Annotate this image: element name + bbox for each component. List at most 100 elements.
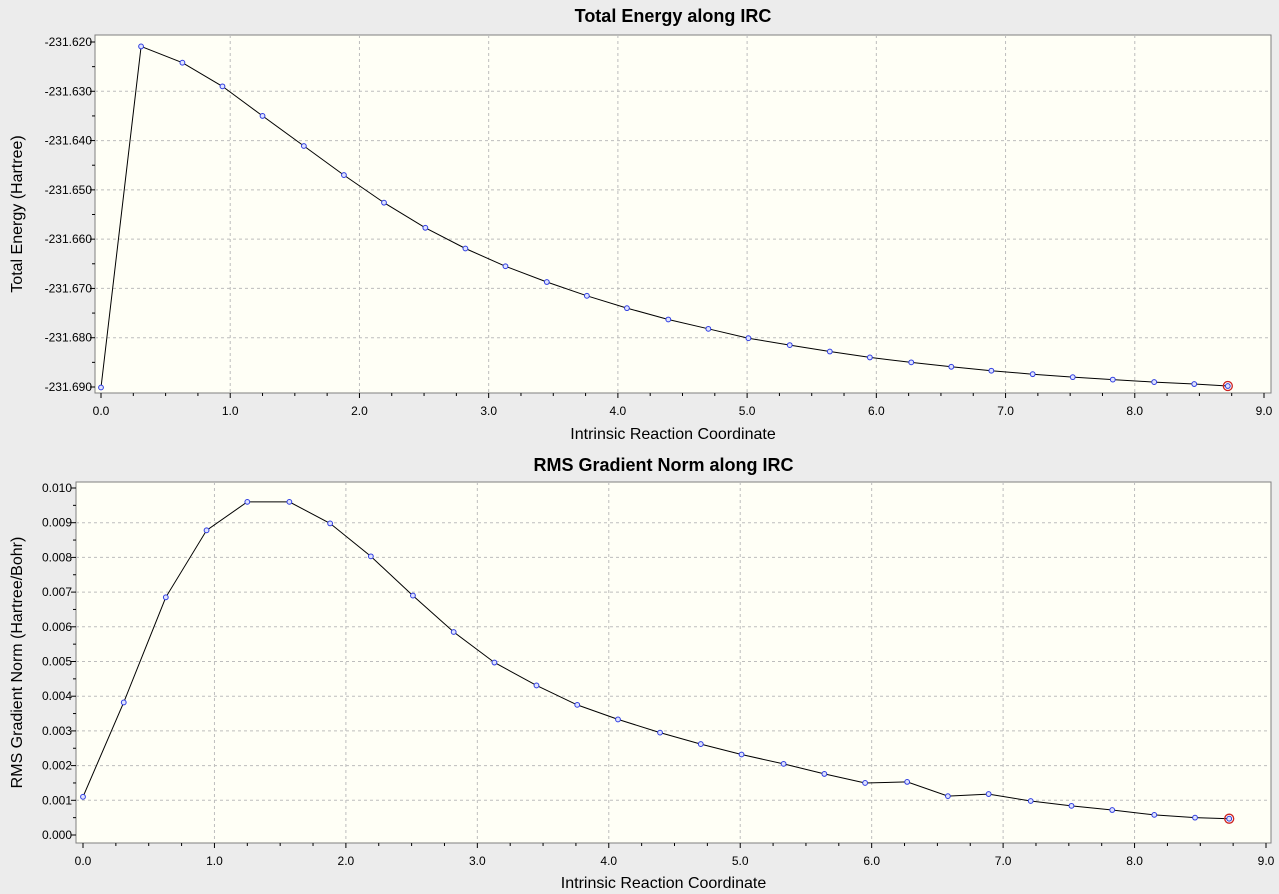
rms-gradient-chart: 0.0 1.0 2.0 3.0 4.0 5.0 6.0 7.0 8.0 9.0 0.010 0.009… — [9, 455, 1275, 892]
y-tick-label: 0.006 — [42, 620, 72, 634]
data-point — [985, 791, 992, 797]
data-point — [945, 793, 951, 800]
data-point — [738, 751, 745, 758]
y-tick-label: -231.630 — [45, 84, 93, 98]
data-point — [341, 172, 347, 178]
y-tick-label: 0.003 — [42, 724, 72, 738]
data-point — [410, 592, 416, 599]
data-point — [381, 199, 387, 206]
data-point — [327, 520, 334, 527]
data-point — [821, 771, 828, 777]
y-tick-label: -231.670 — [45, 281, 93, 295]
y-tick-label: 0.010 — [42, 481, 72, 495]
data-point — [244, 498, 251, 505]
data-point — [138, 43, 144, 50]
data-point — [98, 384, 104, 391]
total-energy-chart: 0.0 1.0 2.0 3.0 4.0 5.0 6.0 7.0 8.0 9.0 -231.620 -2… — [9, 6, 1273, 443]
data-point — [988, 367, 995, 374]
x-axis-title: Intrinsic Reaction Coordinate — [570, 426, 776, 443]
data-point — [780, 760, 787, 767]
x-tick-label: 3.0 — [480, 404, 497, 418]
final-point-highlight — [1222, 380, 1233, 392]
data-point — [1027, 798, 1034, 804]
x-tick-label: 6.0 — [868, 404, 885, 418]
data-point — [697, 741, 704, 747]
y-axis-title: RMS Gradient Norm (Hartree/Bohr) — [9, 537, 26, 789]
y-tick-label: -231.680 — [45, 331, 93, 345]
data-point — [1151, 811, 1158, 818]
data-point — [286, 498, 293, 505]
final-point-highlight — [1224, 813, 1235, 824]
data-point — [904, 779, 911, 785]
data-point — [1192, 814, 1198, 821]
x-tick-label: 2.0 — [351, 404, 368, 418]
data-point — [705, 325, 712, 332]
plot-area — [75, 481, 1272, 844]
data-point — [1069, 374, 1076, 381]
data-point — [491, 659, 498, 666]
data-point — [179, 59, 186, 66]
y-tick-label: -231.640 — [45, 134, 93, 148]
data-point — [1191, 381, 1198, 387]
x-tick-label: 0.0 — [93, 404, 110, 418]
x-tick-label: 7.0 — [995, 854, 1012, 868]
x-tick-label: 6.0 — [863, 854, 880, 868]
y-tick-label: 0.004 — [42, 689, 72, 703]
y-tick-label: -231.650 — [45, 183, 93, 197]
data-point — [862, 780, 868, 786]
y-tick-label: 0.000 — [42, 828, 72, 842]
data-point — [162, 594, 169, 601]
y-tick-label: 0.002 — [42, 759, 72, 773]
data-point — [574, 701, 581, 708]
x-tick-label: 4.0 — [600, 854, 617, 868]
x-tick-label: 3.0 — [469, 854, 486, 868]
x-tick-label: 8.0 — [1126, 854, 1143, 868]
data-point — [462, 245, 469, 252]
data-point — [1226, 815, 1233, 822]
data-point — [1151, 379, 1158, 385]
y-tick-label: -231.690 — [45, 380, 93, 394]
data-point — [533, 682, 540, 689]
data-point — [908, 359, 915, 366]
x-tick-label: 2.0 — [338, 854, 355, 868]
data-point — [367, 553, 374, 560]
data-point — [259, 113, 266, 119]
data-point — [866, 354, 873, 361]
y-tick-label: 0.009 — [42, 516, 72, 530]
x-tick-label: 4.0 — [610, 404, 627, 418]
x-axis-title: Intrinsic Reaction Coordinate — [561, 875, 767, 892]
data-point — [543, 279, 550, 285]
data-point — [786, 342, 793, 349]
data-point — [624, 305, 630, 312]
x-tick-label: 5.0 — [739, 404, 756, 418]
data-point — [422, 224, 429, 231]
data-point — [1029, 371, 1036, 378]
data-point — [657, 729, 663, 736]
data-point — [219, 83, 226, 90]
data-point — [80, 793, 86, 800]
y-tick-label: -231.620 — [45, 35, 93, 49]
data-point — [948, 363, 955, 370]
chart-title: RMS Gradient Norm along IRC — [533, 455, 793, 475]
data-point — [1068, 802, 1075, 809]
data-point — [450, 629, 457, 635]
data-point — [1109, 807, 1116, 813]
data-point — [502, 263, 509, 270]
data-point — [583, 292, 590, 299]
data-point — [1109, 376, 1116, 383]
x-tick-label: 5.0 — [732, 854, 749, 868]
x-tick-label: 9.0 — [1258, 854, 1275, 868]
x-tick-label: 0.0 — [75, 854, 92, 868]
y-tick-label: -231.660 — [45, 232, 93, 246]
y-axis-title: Total Energy (Hartree) — [9, 135, 26, 292]
data-point — [665, 316, 672, 323]
y-tick-label: 0.001 — [42, 793, 72, 807]
data-point — [1224, 383, 1231, 389]
data-point — [203, 527, 210, 534]
x-tick-label: 1.0 — [222, 404, 239, 418]
x-tick-label: 8.0 — [1126, 404, 1143, 418]
data-point — [745, 335, 752, 342]
y-tick-label: 0.005 — [42, 655, 72, 669]
y-tick-label: 0.008 — [42, 550, 72, 564]
